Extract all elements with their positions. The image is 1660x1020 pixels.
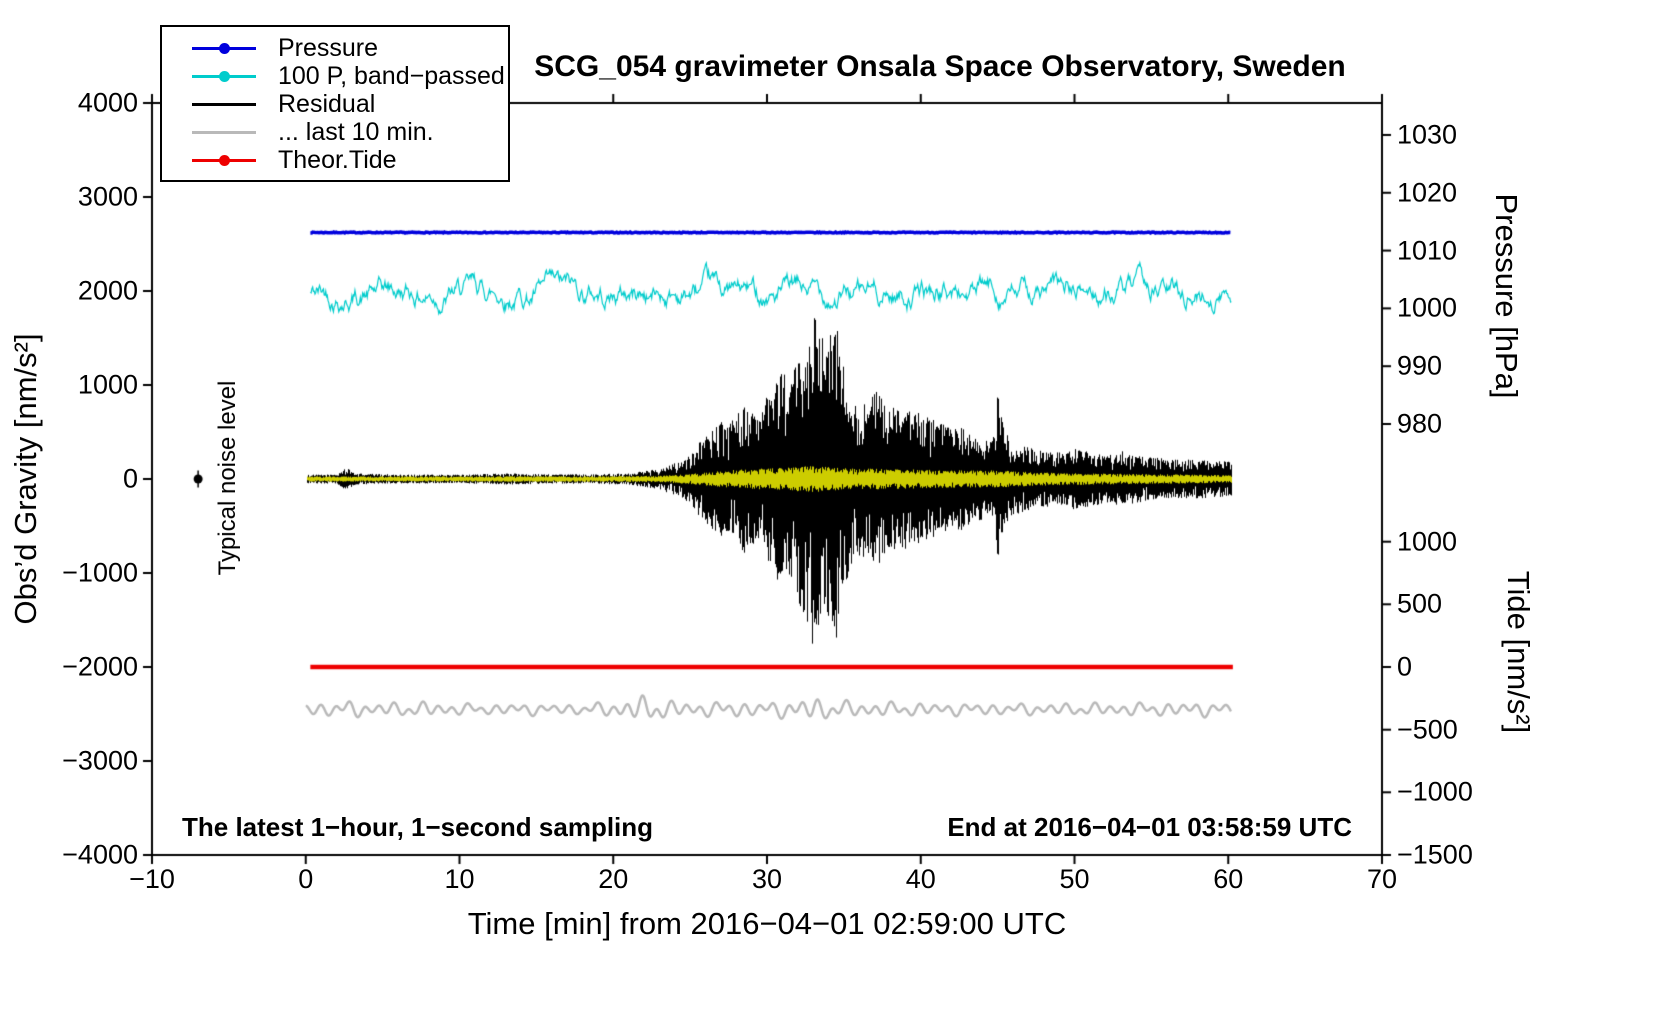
tide-tick-label: 1000 <box>1397 526 1458 557</box>
pressure-tick-label: 1030 <box>1397 119 1458 150</box>
x-tick-label: 10 <box>444 864 475 894</box>
pressure-tick-label: 980 <box>1397 408 1443 439</box>
x-tick-label: 30 <box>751 864 783 894</box>
legend-dot-marker <box>219 71 230 82</box>
pressure-axis-label: Pressure [hPa] <box>1489 193 1524 399</box>
tide-tick-label: 0 <box>1397 651 1413 682</box>
x-tick-label: −10 <box>129 864 175 894</box>
x-tick-label: 50 <box>1059 864 1090 894</box>
gravity-tick-label: 1000 <box>77 369 138 400</box>
legend-item: Theor.Tide <box>162 146 508 174</box>
chart-title: SCG_054 gravimeter Onsala Space Observat… <box>534 50 1346 83</box>
x-tick-label: 40 <box>905 864 936 894</box>
legend-line-sample <box>192 118 256 146</box>
gravity-tick-label: −1000 <box>62 557 138 588</box>
legend-label: Pressure <box>278 33 379 62</box>
legend-line-sample <box>192 62 256 90</box>
legend-item: Pressure <box>162 34 508 62</box>
x-tick-label: 0 <box>298 864 314 894</box>
end-time-note: End at 2016−04−01 03:58:59 UTC <box>947 812 1352 842</box>
tide-tick-label: −500 <box>1397 714 1458 745</box>
gravity-tick-label: −2000 <box>62 651 138 682</box>
legend-label: Theor.Tide <box>278 145 397 174</box>
gravity-tick-label: 0 <box>122 463 138 494</box>
legend-dot-marker <box>219 155 230 166</box>
gravity-tick-label: −3000 <box>62 745 138 776</box>
pressure-tick-label: 1010 <box>1397 235 1458 266</box>
legend-line-sample <box>192 90 256 118</box>
legend-line-sample <box>192 34 256 62</box>
legend-label: 100 P, band−passed <box>278 61 505 90</box>
gravity-tick-label: 4000 <box>77 87 138 118</box>
x-tick-label: 70 <box>1366 864 1398 894</box>
pressure-tick-label: 1000 <box>1397 292 1458 323</box>
pressure-tick-label: 990 <box>1397 350 1443 381</box>
tide-tick-label: −1000 <box>1397 776 1473 807</box>
legend-label: Residual <box>278 89 376 118</box>
x-axis-label: Time [min] from 2016−04−01 02:59:00 UTC <box>467 906 1067 941</box>
pressure-tick-label: 1020 <box>1397 177 1458 208</box>
legend: Pressure 100 P, band−passed Residual... la… <box>160 25 510 182</box>
legend-item: Residual <box>162 90 508 118</box>
x-tick-label: 60 <box>1213 864 1244 894</box>
gravity-tick-label: −4000 <box>62 839 138 870</box>
left-axis-label: Obs’d Gravity [nm/s²] <box>8 333 43 625</box>
legend-dot-marker <box>219 43 230 54</box>
tide-tick-label: −1500 <box>1397 839 1473 870</box>
gravity-tick-label: 3000 <box>77 181 138 212</box>
legend-line-sample <box>192 146 256 174</box>
legend-item: 100 P, band−passed <box>162 62 508 90</box>
tide-tick-label: 500 <box>1397 588 1443 619</box>
legend-label: ... last 10 min. <box>278 117 434 146</box>
x-tick-label: 20 <box>598 864 629 894</box>
gravity-tick-label: 2000 <box>77 275 138 306</box>
sampling-note: The latest 1−hour, 1−second sampling <box>182 812 654 842</box>
legend-item: ... last 10 min. <box>162 118 508 146</box>
typical-noise-level-label: Typical noise level <box>214 380 241 576</box>
tide-axis-label: Tide [nm/s²] <box>1501 570 1536 734</box>
